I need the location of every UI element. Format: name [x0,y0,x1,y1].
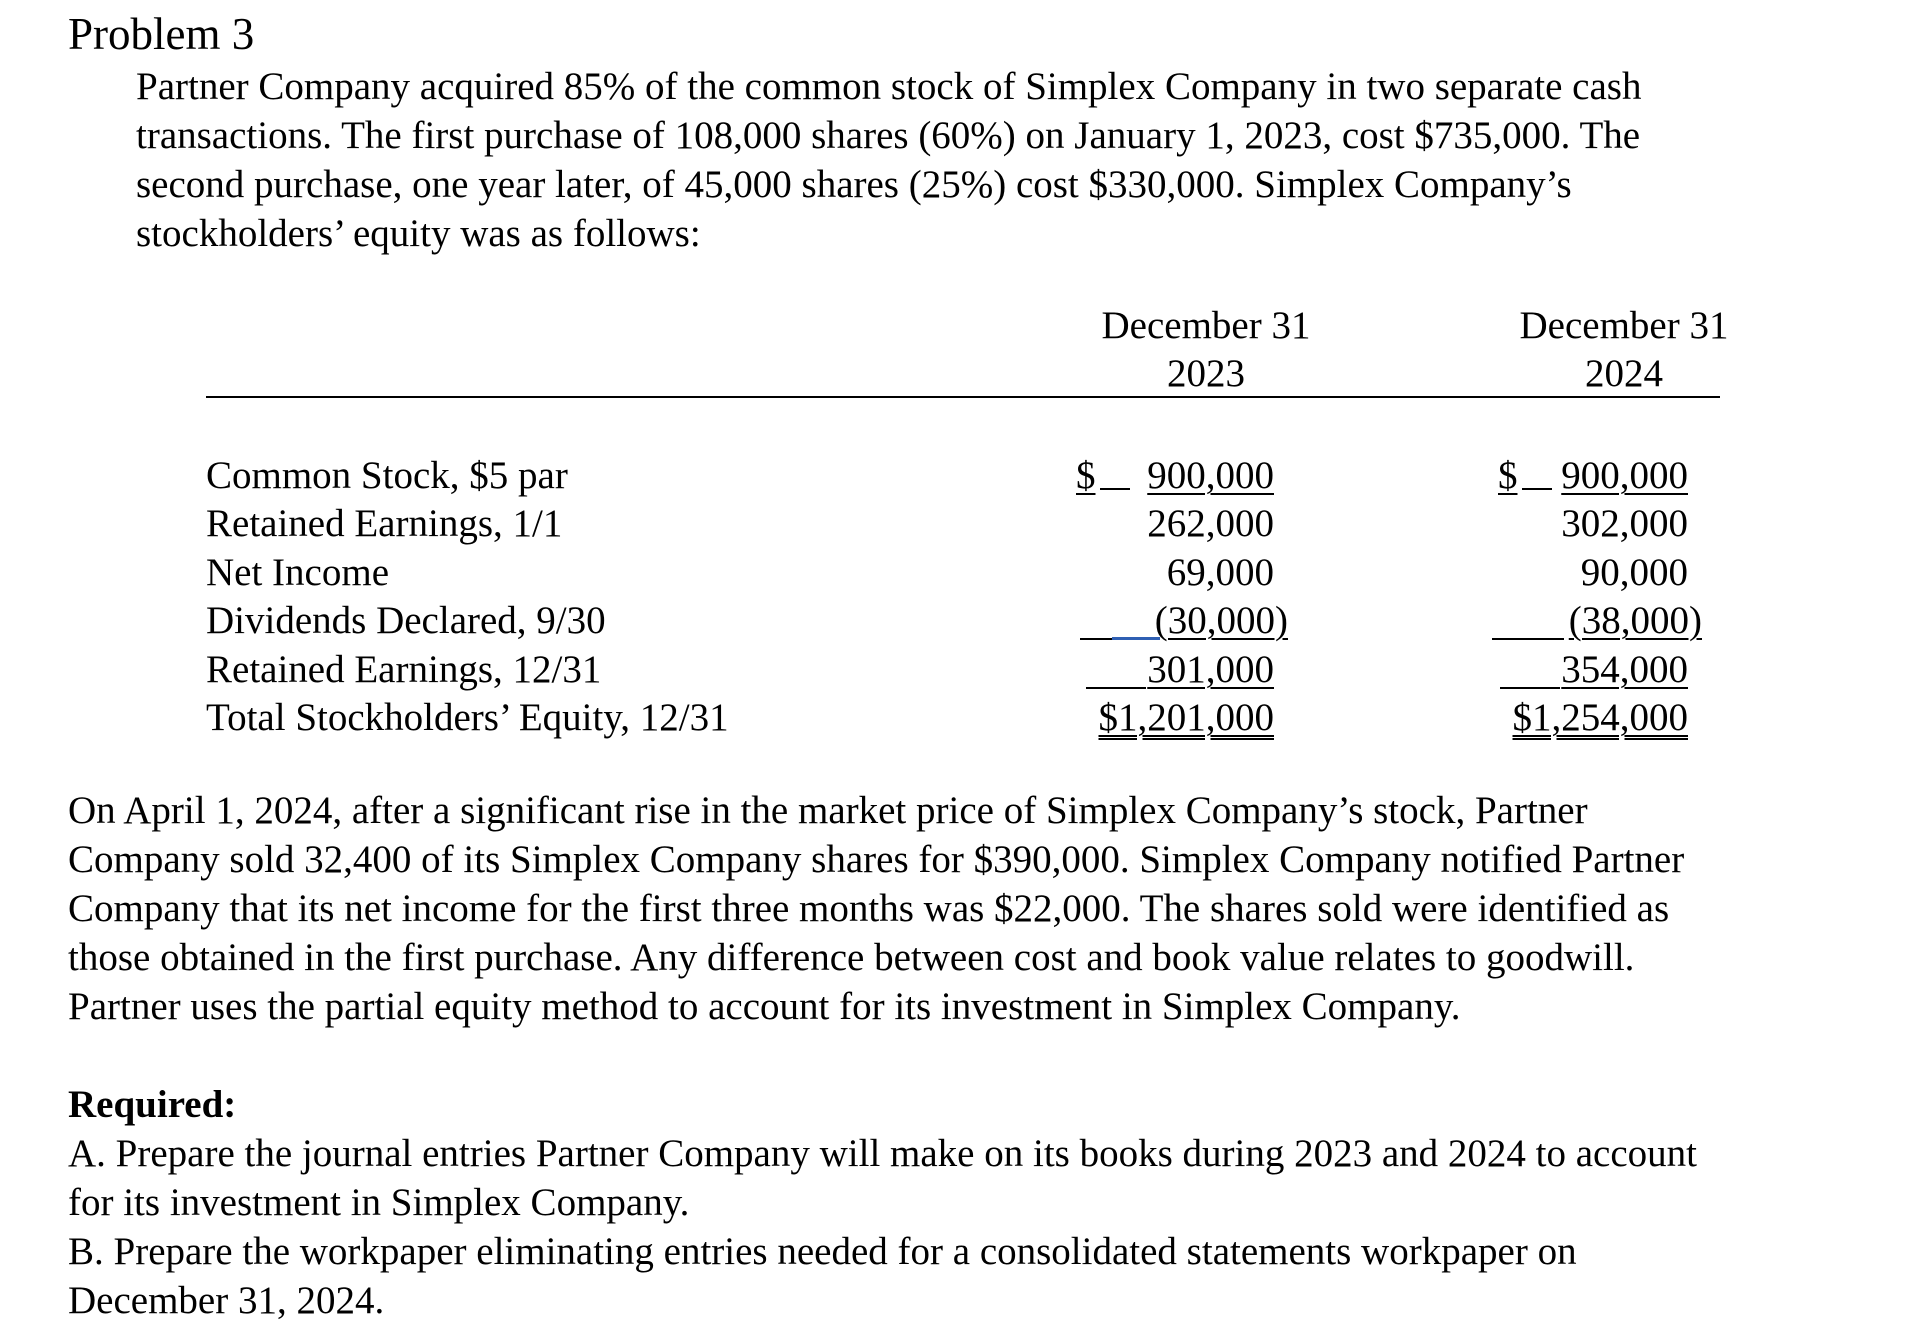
row-label-common-stock: Common Stock, $5 par [206,454,568,497]
col1-common-stock: 900,000 [1054,452,1274,500]
required-line: A. Prepare the journal entries Partner C… [68,1132,1697,1175]
required-line: B. Prepare the workpaper eliminating ent… [68,1230,1577,1273]
col1-header-line2: 2023 [1167,352,1245,395]
col1-retained-earnings-1-1: 262,000 [1147,502,1274,545]
header-rule [206,396,1720,398]
paragraph-line: Partner uses the partial equity method t… [68,985,1461,1028]
intro-line: Partner Company acquired 85% of the comm… [136,65,1642,108]
col2-retained-earnings-12-31-value: 354,000 [1561,648,1688,691]
col2-retained-earnings-1-1: 302,000 [1561,502,1688,545]
col2-dollar-underline-gap [1522,488,1552,490]
col1-total-equity-value: $1,201,000 [1098,696,1275,739]
col1-header: December 31 2023 [1066,302,1346,398]
col1-net-income: 69,000 [1166,551,1274,594]
paragraph-line: On April 1, 2024, after a significant ri… [68,789,1588,832]
col2-header-line1: December 31 [1519,304,1729,347]
col2-dividends-rule-left [1492,638,1564,640]
paragraph-line: Company that its net income for the firs… [68,887,1670,930]
second-paragraph: On April 1, 2024, after a significant ri… [68,786,1684,1031]
required-section: Required: A. Prepare the journal entries… [68,1080,1697,1325]
col1-dividends-value: (30,000) [1154,599,1288,642]
col2-dividends: (38,000) [1482,597,1702,645]
col1-dividends-rule-left [1080,638,1120,640]
col1-common-stock-value: 900,000 [1147,454,1274,497]
intro-line: second purchase, one year later, of 45,0… [136,163,1572,206]
col1-retained-earnings-12-31-value: 301,000 [1147,648,1274,691]
col1-dividends: (30,000) [1068,597,1288,645]
col2-dollar-sign: $ [1498,454,1518,497]
col2-retained-earnings-12-31: 354,000 [1468,646,1688,694]
intro-paragraph: Partner Company acquired 85% of the comm… [136,62,1836,258]
intro-line: stockholders’ equity was as follows: [136,212,701,255]
col1-total-equity: $1,201,000 [1054,694,1275,742]
col2-common-stock: 900,000 [1468,452,1688,500]
row-label-retained-earnings-12-31: Retained Earnings, 12/31 [206,648,602,691]
row-label-net-income: Net Income [206,551,390,594]
paragraph-line: those obtained in the first purchase. An… [68,936,1635,979]
col2-header-line2: 2024 [1585,352,1663,395]
required-line: for its investment in Simplex Company. [68,1181,690,1224]
col2-dividends-value: (38,000) [1568,599,1702,642]
col2-header: December 31 2024 [1484,302,1764,398]
col2-total-equity: $1,254,000 [1468,694,1689,742]
col2-net-income: 90,000 [1580,551,1688,594]
problem-title: Problem 3 [68,9,255,59]
intro-line: transactions. The first purchase of 108,… [136,114,1641,157]
required-heading: Required: [68,1083,237,1126]
col1-dollar-underline-gap [1100,488,1130,490]
row-label-retained-earnings-1-1: Retained Earnings, 1/1 [206,502,563,545]
required-line: December 31, 2024. [68,1279,385,1322]
col2-total-equity-value: $1,254,000 [1512,696,1689,739]
col1-dollar-sign: $ [1076,454,1096,497]
col1-re-rule-left [1086,687,1146,689]
col1-header-line1: December 31 [1101,304,1311,347]
col1-dividends-rule-accent [1112,637,1160,640]
paragraph-line: Company sold 32,400 of its Simplex Compa… [68,838,1685,881]
col1-retained-earnings-12-31: 301,000 [1054,646,1274,694]
row-label-dividends-declared: Dividends Declared, 9/30 [206,599,606,642]
col2-re-rule-left [1500,687,1560,689]
row-label-total-equity: Total Stockholders’ Equity, 12/31 [206,696,729,739]
col2-common-stock-value: 900,000 [1561,454,1688,497]
